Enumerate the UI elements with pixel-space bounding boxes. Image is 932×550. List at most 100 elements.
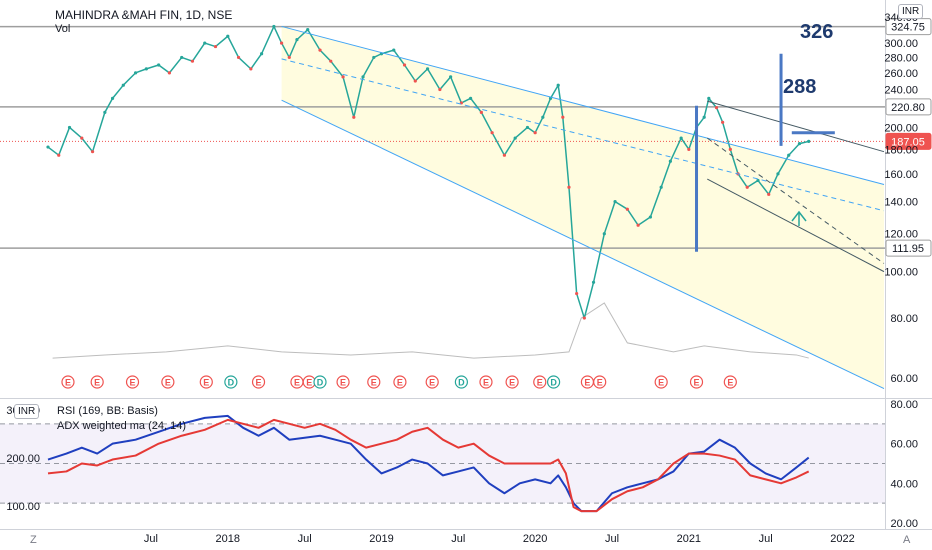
volume-series — [52, 302, 809, 359]
event-marker-icon — [161, 375, 175, 389]
price-point — [438, 87, 442, 92]
rsi-title[interactable]: RSI (169, BB: Basis) — [57, 405, 158, 417]
price-tick-label: 120.00 — [884, 229, 918, 241]
event-marker-icon — [199, 375, 213, 389]
currency-badge[interactable]: INR — [898, 4, 924, 19]
price-point — [721, 120, 725, 124]
level-label-187.05: 187.05 — [891, 136, 925, 148]
price-point — [807, 139, 811, 143]
event-marker-icon — [689, 375, 704, 389]
time-tick-label: 2018 — [216, 533, 240, 545]
price-point — [797, 142, 802, 146]
event-marker-icon — [367, 375, 381, 389]
event-marker-label: E — [65, 378, 71, 388]
event-marker-icon — [90, 375, 104, 389]
rsi-tick-label: 60.00 — [890, 439, 918, 451]
event-marker-icon — [593, 375, 607, 389]
price-tick-label: 300.00 — [884, 38, 918, 50]
price-point — [469, 96, 473, 100]
time-axis-ticks: Jul 2018 Jul 2019 Jul 2020 Jul 2021 Jul 2022 — [144, 533, 855, 545]
symbol-title[interactable]: MAHINDRA &MAH FIN, 1D, NSE — [55, 8, 233, 22]
adx-line — [47, 418, 810, 513]
event-marker-label: E — [584, 378, 590, 388]
price-point — [80, 136, 84, 140]
volume-line — [52, 302, 809, 359]
price-point — [67, 125, 72, 130]
price-point — [306, 28, 310, 32]
level-badge-187.05 — [885, 132, 932, 150]
auto-scale-icon[interactable]: A — [903, 534, 911, 546]
price-point — [190, 59, 195, 63]
channel2-lower-line — [707, 178, 885, 273]
adx-subtitle[interactable]: ADX weighted ma (24, 14) — [57, 420, 187, 432]
price-point — [679, 136, 683, 140]
time-tick-label: Jul — [144, 533, 158, 545]
rsi-tick-label: 20.00 — [890, 518, 918, 530]
event-marker-label: E — [256, 378, 262, 388]
event-marker-label: D — [550, 378, 557, 388]
price-point — [392, 48, 396, 52]
price-point — [144, 67, 148, 71]
event-marker-label: E — [483, 378, 489, 388]
price-point — [787, 153, 791, 157]
level-badge-220.80 — [885, 98, 932, 116]
time-tick-label: 2021 — [677, 533, 701, 545]
event-marker-label: D — [228, 378, 235, 388]
price-point — [533, 131, 537, 135]
event-marker-label: E — [203, 378, 209, 388]
event-marker-label: E — [537, 378, 543, 388]
level-label-220.80: 220.80 — [891, 102, 925, 114]
price-tick-label: 60.00 — [890, 373, 918, 385]
price-point — [449, 75, 453, 79]
event-marker-icon — [454, 375, 468, 389]
price-point — [745, 185, 749, 189]
rsi-left-tick-label: 100.00 — [6, 501, 40, 513]
price-point — [260, 52, 264, 56]
price-point — [714, 105, 719, 110]
price-point — [279, 41, 284, 45]
channel-fill — [281, 26, 884, 389]
price-point — [180, 55, 184, 60]
right-axis[interactable] — [885, 0, 932, 530]
rsi-currency-badge[interactable]: INR — [14, 404, 40, 419]
price-point — [567, 185, 571, 189]
price-point — [707, 96, 711, 100]
event-marker-icon — [313, 375, 327, 389]
event-marker-label: E — [306, 378, 312, 388]
zoom-icon[interactable]: Z — [30, 534, 37, 546]
level-label-111.95: 111.95 — [892, 243, 924, 255]
price-point — [352, 115, 356, 119]
channel2-upper-line — [707, 100, 885, 153]
event-marker-icon — [479, 375, 493, 389]
price-point — [110, 96, 115, 100]
price-point — [249, 67, 253, 71]
price-point — [591, 280, 596, 284]
channel-band — [281, 26, 884, 389]
price-point — [648, 215, 653, 219]
price-tick-label: 240.00 — [884, 84, 918, 96]
event-marker-label: E — [509, 378, 515, 388]
price-point — [776, 172, 780, 176]
price-point — [236, 55, 241, 60]
event-marker-icon — [393, 375, 407, 389]
price-point — [103, 110, 107, 114]
time-tick-label: Jul — [605, 533, 619, 545]
price-point — [272, 24, 276, 29]
price-point — [167, 71, 172, 75]
rsi-line — [47, 414, 810, 513]
annotation-target-288: 288 — [783, 76, 816, 98]
price-point — [425, 67, 430, 71]
price-tick-label: 260.00 — [884, 68, 918, 80]
price-point — [767, 192, 771, 196]
price-point — [575, 291, 579, 296]
price-point — [687, 147, 691, 151]
channel-mid-line — [281, 58, 885, 212]
event-marker-label: E — [94, 378, 100, 388]
level-lines: 324.75 220.80 111.95 187.05 — [0, 18, 932, 257]
price-point — [361, 75, 365, 79]
event-marker-icon — [61, 375, 75, 389]
rsi-left-tick-label: 200.00 — [6, 453, 40, 465]
event-marker-icon — [251, 375, 266, 389]
price-point — [157, 63, 161, 67]
